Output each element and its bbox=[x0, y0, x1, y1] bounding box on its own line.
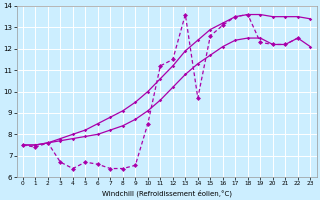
X-axis label: Windchill (Refroidissement éolien,°C): Windchill (Refroidissement éolien,°C) bbox=[101, 189, 232, 197]
